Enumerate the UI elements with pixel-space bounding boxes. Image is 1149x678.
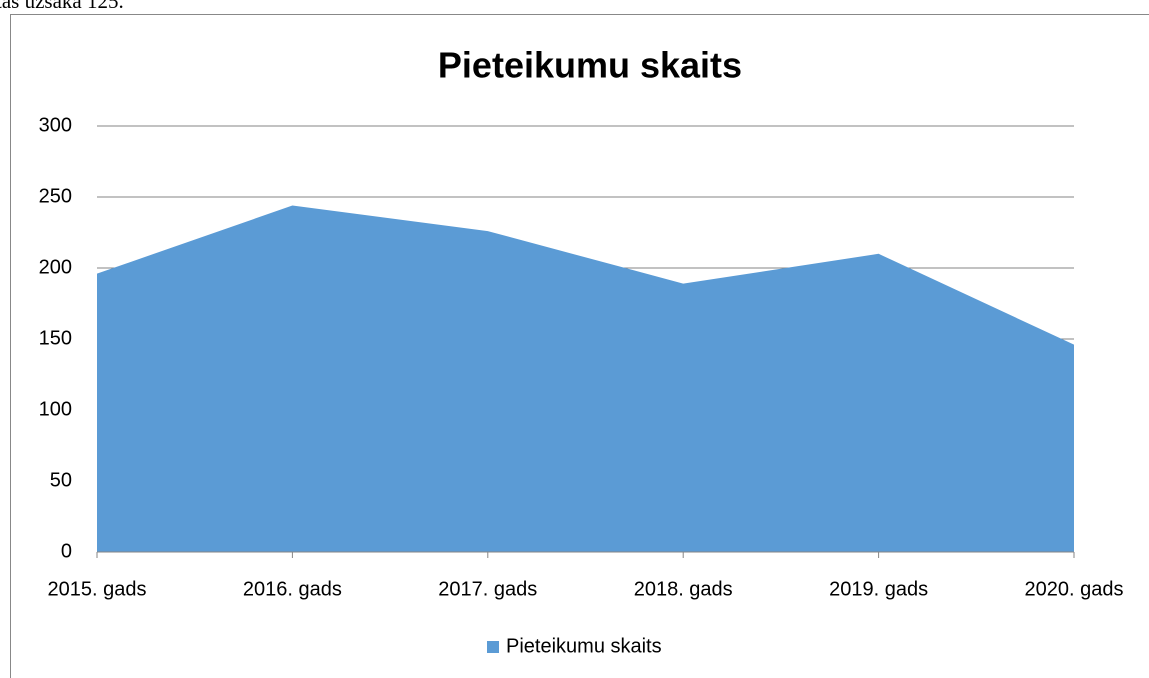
x-tick-label: 2017. gads [438,578,537,600]
legend-swatch [487,641,499,653]
x-tick-label: 2019. gads [829,578,928,600]
text-fragment: tas uzsāka 125. [0,0,124,13]
x-tick-label: 2018. gads [634,578,733,600]
x-tick-label: 2020. gads [1025,578,1124,600]
chart-title: Pieteikumu skaits [438,45,742,86]
y-tick-label: 250 [39,185,72,207]
y-tick-label: 50 [50,469,72,491]
y-tick-label: 150 [39,327,72,349]
chart-frame [10,14,1149,678]
x-tick-label: 2015. gads [48,578,147,600]
y-tick-label: 200 [39,256,72,278]
y-tick-label: 100 [39,398,72,420]
x-tick-label: 2016. gads [243,578,342,600]
y-tick-label: 0 [61,540,72,562]
area [97,205,1074,552]
legend-label: Pieteikumu skaits [506,635,662,657]
y-tick-label: 300 [39,114,72,136]
